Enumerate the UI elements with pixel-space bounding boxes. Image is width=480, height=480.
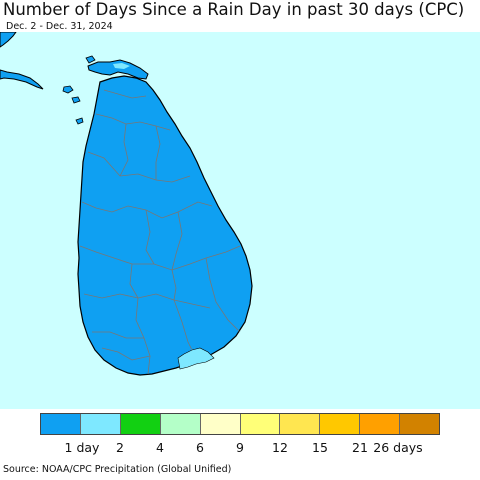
legend-swatch-2 (120, 414, 161, 434)
legend-label-1: 2 (116, 440, 124, 455)
india-coast (0, 32, 44, 90)
legend-colorbar (40, 413, 440, 435)
legend-swatch-8 (360, 414, 401, 434)
legend-swatch-9 (400, 414, 440, 434)
legend-label-2: 4 (156, 440, 164, 455)
jaffna-peninsula (87, 59, 149, 80)
date-range: Dec. 2 - Dec. 31, 2024 (6, 21, 113, 32)
map-area (0, 32, 480, 409)
legend-labels: 1 day 2 4 6 9 12 15 21 26 days (0, 440, 480, 456)
source-note: Source: NOAA/CPC Precipitation (Global U… (3, 464, 232, 475)
south-light-patch (177, 347, 215, 370)
legend-label-3: 6 (196, 440, 204, 455)
map-title: Number of Days Since a Rain Day in past … (3, 0, 465, 19)
legend-label-5: 12 (272, 440, 288, 455)
legend-swatch-1 (80, 414, 121, 434)
legend-swatch-3 (160, 414, 201, 434)
district-borders (79, 89, 241, 375)
legend-swatch-5 (240, 414, 281, 434)
legend-label-8: 26 days (373, 440, 423, 455)
islet (75, 117, 84, 125)
islet (85, 55, 96, 64)
islet (62, 85, 74, 94)
legend-swatch-0 (41, 414, 81, 434)
jaffna-light-patch (113, 63, 130, 69)
legend-label-0: 1 day (64, 440, 100, 455)
islet (71, 96, 81, 104)
legend-swatch-7 (320, 414, 361, 434)
legend-swatch-4 (200, 414, 241, 434)
legend-label-4: 9 (236, 440, 244, 455)
legend-swatch-6 (280, 414, 321, 434)
legend-label-7: 21 (352, 440, 368, 455)
legend-label-6: 15 (312, 440, 328, 455)
